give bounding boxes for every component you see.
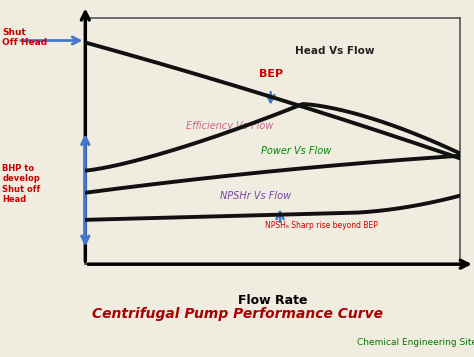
Text: BEP: BEP	[259, 69, 283, 80]
Text: Head Vs Flow: Head Vs Flow	[295, 46, 374, 56]
Text: NPSHₐ Sharp rise beyond BEP: NPSHₐ Sharp rise beyond BEP	[265, 221, 378, 231]
Text: Flow Rate: Flow Rate	[238, 294, 307, 307]
Text: Power Vs Flow: Power Vs Flow	[261, 146, 332, 156]
Text: Centrifugal Pump Performance Curve: Centrifugal Pump Performance Curve	[91, 307, 383, 321]
Text: Efficiency Vs Flow: Efficiency Vs Flow	[186, 121, 274, 131]
Text: BHP to
develop
Shut off
Head: BHP to develop Shut off Head	[2, 164, 41, 204]
Text: NPSHr Vs Flow: NPSHr Vs Flow	[220, 191, 291, 201]
Text: Shut
Off Head: Shut Off Head	[2, 28, 47, 47]
Text: Chemical Engineering Site: Chemical Engineering Site	[357, 338, 474, 347]
